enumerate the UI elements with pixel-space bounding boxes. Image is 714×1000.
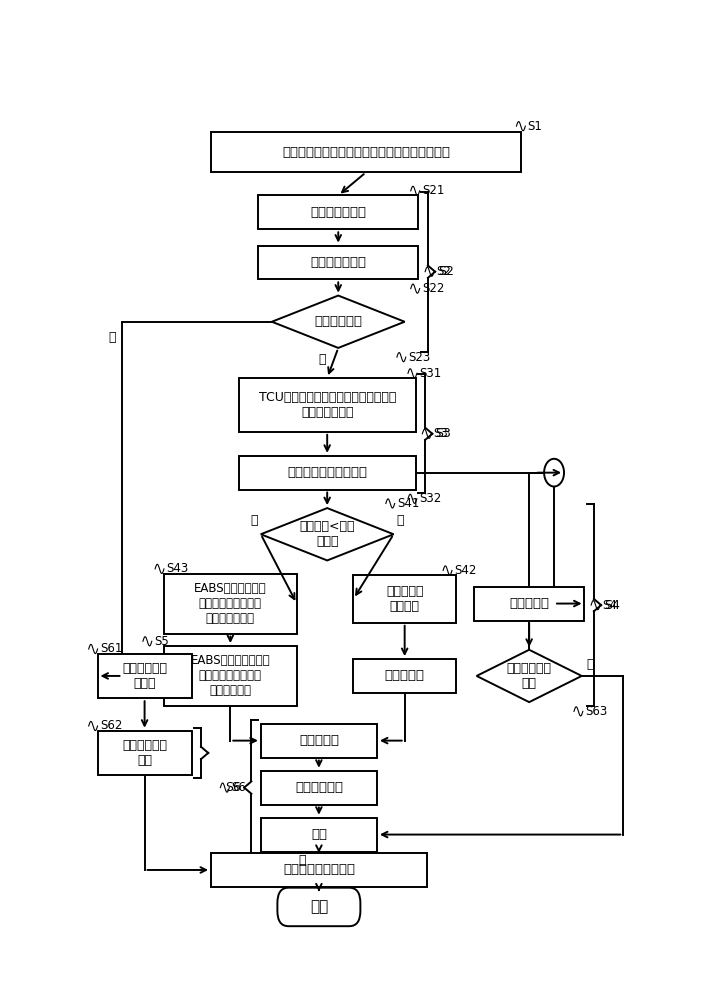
Circle shape: [544, 459, 564, 487]
FancyBboxPatch shape: [277, 888, 361, 926]
FancyBboxPatch shape: [211, 132, 521, 172]
Text: 目标汽车制动力: 目标汽车制动力: [311, 256, 366, 269]
Text: TCU控制换挡离合器压力不变，挡位固
定当前挡位不变: TCU控制换挡离合器压力不变，挡位固 定当前挡位不变: [258, 391, 396, 419]
Text: S62: S62: [100, 719, 122, 732]
Text: S4: S4: [602, 599, 617, 612]
Text: 电机单独提
供制动力: 电机单独提 供制动力: [386, 585, 423, 613]
Text: 驾驶员意图解析: 驾驶员意图解析: [311, 206, 366, 219]
FancyBboxPatch shape: [353, 575, 456, 623]
Text: S3: S3: [433, 427, 448, 440]
FancyBboxPatch shape: [261, 771, 377, 805]
FancyBboxPatch shape: [261, 724, 377, 758]
FancyBboxPatch shape: [238, 456, 416, 490]
Text: 计算电机提供制动转矩: 计算电机提供制动转矩: [287, 466, 367, 479]
Text: S6: S6: [231, 781, 246, 794]
Text: S22: S22: [422, 282, 444, 295]
Text: S23: S23: [408, 351, 431, 364]
Text: 再生制动是否
失效: 再生制动是否 失效: [507, 662, 552, 690]
Text: 整车动力系统: 整车动力系统: [295, 781, 343, 794]
FancyBboxPatch shape: [164, 574, 297, 634]
Text: 结束: 结束: [310, 899, 328, 914]
Text: S61: S61: [100, 642, 122, 655]
Text: S43: S43: [166, 562, 188, 575]
Text: S32: S32: [419, 492, 441, 505]
Text: 否: 否: [586, 658, 593, 671]
Text: 加速踏板、制动踏板信号、车速、主缸压力信号: 加速踏板、制动踏板信号、车速、主缸压力信号: [282, 146, 450, 159]
Text: S63: S63: [585, 705, 608, 718]
Text: S5: S5: [154, 635, 169, 648]
Text: 否: 否: [109, 331, 116, 344]
FancyBboxPatch shape: [353, 659, 456, 693]
Text: 车速: 车速: [311, 828, 327, 841]
Text: S4: S4: [604, 599, 620, 612]
FancyBboxPatch shape: [98, 731, 191, 775]
Polygon shape: [272, 296, 405, 348]
Text: S2: S2: [436, 265, 451, 278]
Text: S1: S1: [528, 120, 543, 133]
Text: 否: 否: [396, 514, 404, 527]
FancyBboxPatch shape: [211, 853, 427, 887]
Text: EABS根据电制动力和
目标制动力调节后轮
制动管路压力: EABS根据电制动力和 目标制动力调节后轮 制动管路压力: [191, 654, 270, 697]
Polygon shape: [261, 508, 393, 560]
Text: S41: S41: [397, 497, 419, 510]
Polygon shape: [477, 650, 582, 702]
Text: S42: S42: [454, 564, 476, 577]
FancyBboxPatch shape: [261, 818, 377, 852]
Text: EABS根据电制动力
和目标制动力调节前
轮制动管路压力: EABS根据电制动力 和目标制动力调节前 轮制动管路压力: [194, 582, 266, 625]
Text: S31: S31: [419, 367, 441, 380]
Text: 电制动力<目标
制动力: 电制动力<目标 制动力: [299, 520, 355, 548]
Text: 是: 是: [298, 854, 306, 867]
FancyBboxPatch shape: [258, 195, 418, 229]
Text: S3: S3: [435, 427, 451, 440]
Text: 是: 是: [251, 514, 258, 527]
Text: 制动力误差: 制动力误差: [509, 597, 549, 610]
FancyBboxPatch shape: [164, 646, 297, 706]
Text: 是: 是: [318, 353, 326, 366]
FancyBboxPatch shape: [98, 654, 191, 698]
Text: 原始机械制动
控制: 原始机械制动 控制: [122, 739, 167, 767]
Text: 不进行再生制
动控制: 不进行再生制 动控制: [122, 662, 167, 690]
Text: 后轮制动力: 后轮制动力: [299, 734, 339, 747]
FancyBboxPatch shape: [238, 378, 416, 432]
FancyBboxPatch shape: [258, 246, 418, 279]
Text: 是否再生制动: 是否再生制动: [314, 315, 362, 328]
Text: 汽车实际制动减速度: 汽车实际制动减速度: [283, 863, 355, 876]
Text: S21: S21: [422, 184, 444, 197]
Text: 前轮制动力: 前轮制动力: [385, 669, 425, 682]
Text: S2: S2: [438, 265, 453, 278]
FancyBboxPatch shape: [474, 587, 585, 620]
Text: S6: S6: [226, 781, 241, 794]
